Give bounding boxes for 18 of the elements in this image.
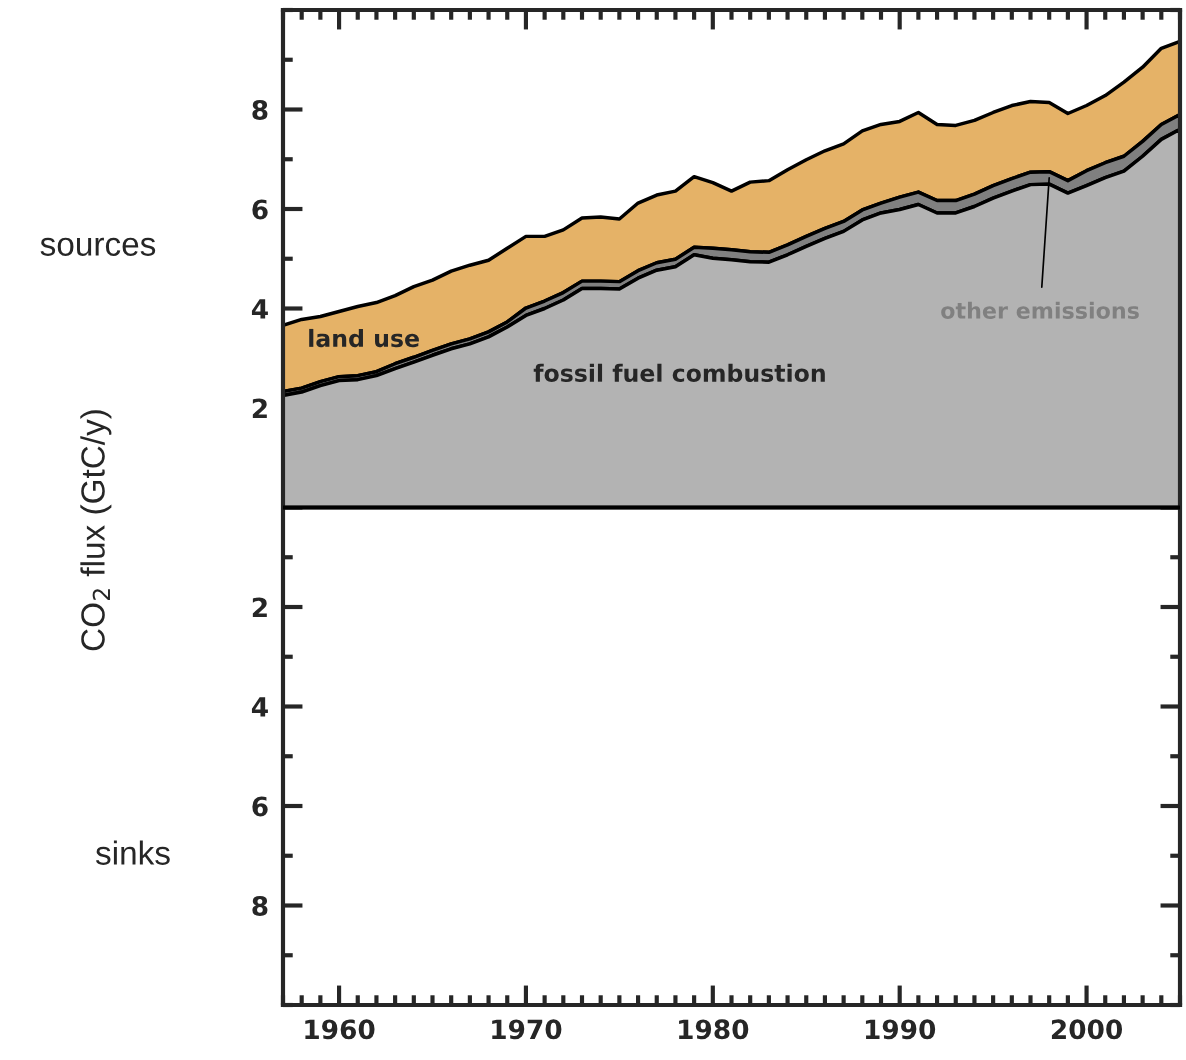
text: sinks — [95, 840, 170, 865]
y-axis-title: CO$_{2}$ flux (GtC/y) — [80, 410, 112, 651]
x-tick-label: 1970 — [492, 1019, 562, 1040]
y-tick-label: 4 — [251, 299, 268, 319]
y-tick-label: 6 — [252, 796, 268, 817]
y-tick-label: 2 — [252, 597, 267, 618]
x-tick-label: 1990 — [865, 1019, 936, 1040]
y-tick-label: 8 — [252, 895, 268, 916]
x-tick-label: 1980 — [679, 1019, 749, 1040]
y-tick-label: 6 — [252, 199, 268, 220]
x-tick-label: 2000 — [1051, 1019, 1123, 1040]
y-tick-label: 8 — [252, 99, 268, 120]
text: sources — [40, 237, 156, 256]
x-tick-label: 1960 — [305, 1019, 375, 1040]
y-tick-label: 4 — [251, 697, 268, 717]
series-label: land use — [309, 328, 419, 348]
series-label: fossil fuel combustion — [533, 363, 825, 383]
y-tick-label: 2 — [252, 398, 267, 419]
